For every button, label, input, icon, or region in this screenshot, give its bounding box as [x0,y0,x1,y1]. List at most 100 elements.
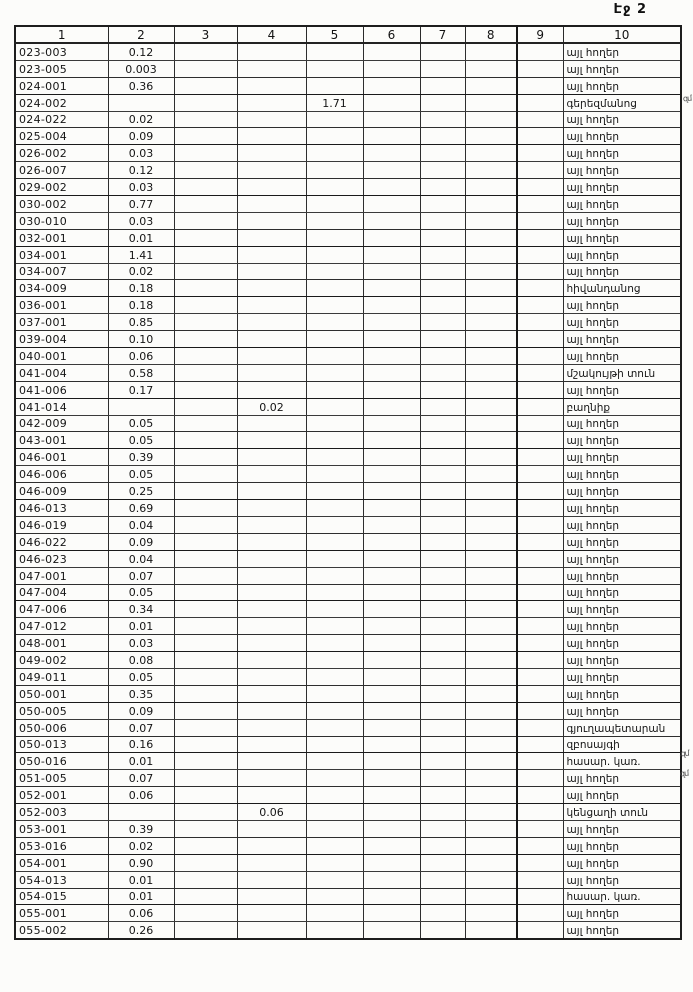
parcel-code-cell: 047-004 [14,583,109,602]
value-cell [516,701,564,720]
value-cell [305,583,364,602]
value-cell [419,42,466,61]
value-cell [173,600,238,619]
table-row: 054-015 0.01 հասար. կառ. [14,887,682,906]
parcel-code-cell: 054-015 [14,887,109,906]
value-cell [516,769,564,788]
value-cell [464,296,518,315]
value-cell [236,566,307,585]
value-cell [305,313,364,332]
value-cell [305,651,364,669]
value-cell [236,667,307,686]
value-cell: 0.39 [107,819,175,838]
value-cell [236,347,307,365]
table-row: 042-009 0.05 այլ հողեր [14,414,682,433]
value-cell [236,296,307,315]
value-cell [464,414,518,433]
value-cell [173,127,238,146]
table-row: 041-004 0.58 մշակույթի տուն [14,363,682,382]
table-row: 023-005 0.003 այլ հողեր [14,59,682,78]
value-cell [362,803,421,821]
value-cell [362,769,421,788]
parcel-code-cell: 047-001 [14,566,109,585]
parcel-code-cell: 024-001 [14,76,109,95]
value-cell: 0.17 [107,380,175,399]
land-type-cell: այլ հողեր [562,482,682,501]
value-cell [173,549,238,568]
value-cell [173,397,238,416]
value-cell [419,330,466,349]
value-cell [173,870,238,889]
value-cell [305,499,364,517]
table-row: 052-003 0.06 կենցաղի տուն [14,803,682,821]
value-cell [305,161,364,180]
value-cell [236,887,307,906]
value-cell [516,414,564,433]
parcel-code-cell: 023-003 [14,42,109,61]
value-cell [362,600,421,619]
value-cell [419,651,466,669]
value-cell [173,228,238,247]
value-cell [305,42,364,61]
value-cell [173,836,238,855]
land-type-cell: այլ հողեր [562,701,682,720]
parcel-code-cell: 048-001 [14,634,109,653]
table-row: 047-004 0.05 այլ հողեր [14,583,682,602]
value-cell [362,161,421,180]
value-cell [173,617,238,636]
value-cell [516,245,564,264]
table-row: 049-002 0.08 այլ հողեր [14,651,682,669]
value-cell [173,279,238,298]
table-row: 054-001 0.90 այլ հողեր [14,853,682,872]
land-type-cell: այլ հողեր [562,819,682,838]
table-row: 036-001 0.18 այլ հողեր [14,296,682,315]
value-cell [173,380,238,399]
value-cell: 0.08 [107,651,175,669]
value-cell [516,76,564,95]
land-type-cell: այլ հողեր [562,42,682,61]
value-cell [516,380,564,399]
value-cell [362,819,421,838]
value-cell [236,59,307,78]
value-cell [464,617,518,636]
value-cell [464,870,518,889]
value-cell: 0.05 [107,414,175,433]
value-cell [362,566,421,585]
value-cell [305,127,364,146]
land-type-cell: այլ հողեր [562,515,682,534]
value-cell [419,262,466,281]
value-cell: 0.06 [107,904,175,923]
value-cell [419,515,466,534]
value-cell [173,313,238,332]
value-cell [419,667,466,686]
parcel-code-cell: 041-004 [14,363,109,382]
value-cell [173,93,238,112]
value-cell: 0.03 [107,144,175,163]
table-row: 041-014 0.02 բաղնիք [14,397,682,416]
value-cell [362,431,421,450]
value-cell [173,752,238,771]
value-cell [173,178,238,197]
value-cell [419,313,466,332]
value-cell [419,786,466,805]
column-header-8: 8 [464,25,518,44]
value-cell [173,819,238,838]
value-cell: 0.02 [107,262,175,281]
value-cell [464,887,518,906]
value-cell [419,414,466,433]
land-type-cell: այլ հողեր [562,262,682,281]
land-type-cell: այլ հողեր [562,448,682,467]
table-row: 046-013 0.69 այլ հողեր [14,499,682,517]
land-type-cell: այլ հողեր [562,59,682,78]
value-cell [516,228,564,247]
value-cell: 0.85 [107,313,175,332]
value-cell: 0.25 [107,482,175,501]
parcel-code-cell: 050-013 [14,735,109,754]
value-cell [236,769,307,788]
value-cell [236,42,307,61]
value-cell [305,296,364,315]
value-cell [236,735,307,754]
value-cell [464,313,518,332]
parcel-code-cell: 053-001 [14,819,109,838]
land-type-cell: հասար. կառ. [562,887,682,906]
